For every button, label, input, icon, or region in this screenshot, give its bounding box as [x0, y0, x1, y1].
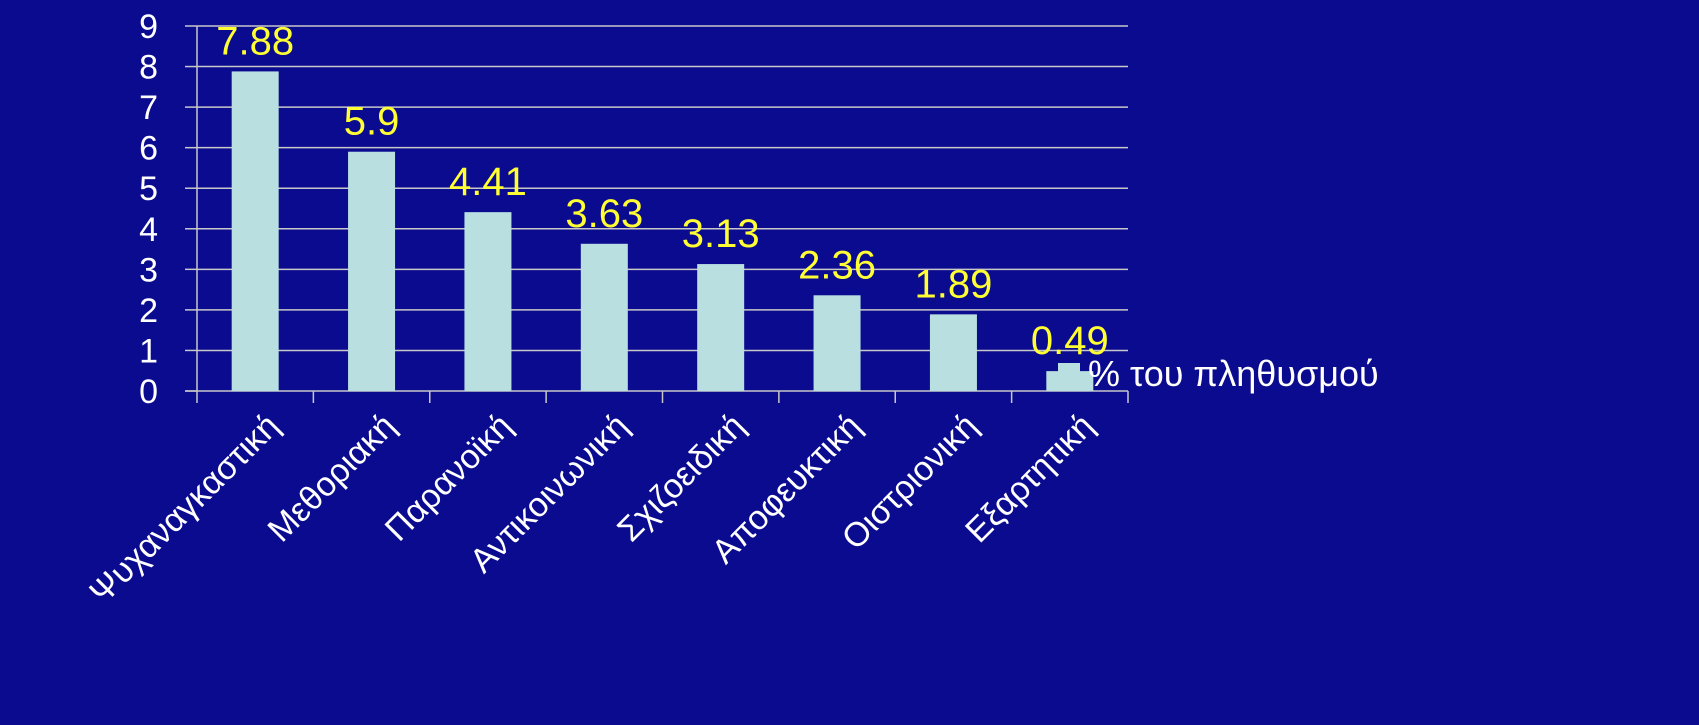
bar: [813, 295, 861, 391]
y-tick-label: 2: [139, 292, 158, 330]
y-tick-label: 6: [139, 130, 158, 168]
y-tick-label: 3: [139, 251, 158, 289]
category-label: Μεθοριακή: [261, 407, 404, 550]
y-tick-label: 4: [139, 211, 158, 249]
y-tick-label: 1: [139, 332, 158, 370]
y-tick-label: 7: [139, 89, 158, 127]
bars: [231, 71, 1094, 391]
category-label: Ψυχαναγκαστική: [82, 407, 287, 612]
data-label: 3.13: [682, 212, 760, 256]
y-tick-label: 5: [139, 170, 158, 208]
category-labels: ΨυχαναγκαστικήΜεθοριακήΠαρανοϊκήΑντικοιν…: [82, 407, 1101, 612]
data-label: 5.9: [344, 100, 400, 144]
y-tick-label: 0: [139, 373, 158, 411]
data-label: 4.41: [449, 160, 527, 204]
bar: [697, 264, 745, 391]
data-label: 1.89: [915, 262, 993, 306]
legend: % του πληθυσμού: [1058, 353, 1379, 394]
legend-swatch: [1058, 363, 1080, 385]
data-label: 2.36: [798, 243, 876, 287]
data-labels: 7.88 5.9 4.41 3.63 3.13 2.36 1.89 0.49: [216, 19, 1108, 363]
data-label: 7.88: [216, 19, 294, 63]
bar: [580, 243, 628, 391]
bar: [348, 151, 396, 391]
y-tick-label: 9: [139, 8, 158, 46]
y-tick-label: 8: [139, 49, 158, 87]
data-label: 3.63: [565, 192, 643, 236]
bar: [231, 71, 279, 391]
legend-series-name: % του πληθυσμού: [1088, 353, 1379, 394]
bar: [464, 212, 512, 391]
bar: [929, 314, 977, 391]
data-label: 0.49: [1031, 319, 1109, 363]
